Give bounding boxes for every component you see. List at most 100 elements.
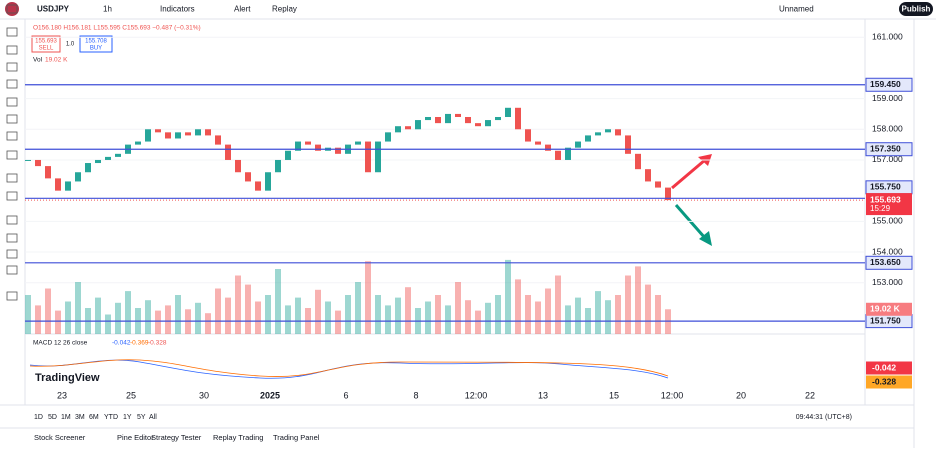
toolbar-item[interactable]: Alert <box>234 5 251 14</box>
level-label: 159.450 <box>870 79 901 89</box>
volume-bar <box>525 295 531 334</box>
tool-icon[interactable] <box>6 97 18 107</box>
tool-icon[interactable] <box>6 233 18 243</box>
sell-button[interactable] <box>31 35 61 53</box>
buy-button[interactable] <box>79 35 113 53</box>
tool-icon[interactable] <box>6 173 18 183</box>
buy-label[interactable]: BUY <box>90 46 102 52</box>
toolbar-item[interactable]: Indicators <box>160 5 195 14</box>
bottom-tab[interactable]: Pine Editor <box>117 433 154 442</box>
candle <box>25 159 31 161</box>
candle <box>495 116 501 121</box>
timeframe[interactable]: 5D <box>48 414 57 421</box>
tool-icon[interactable] <box>6 4 18 14</box>
volume-bar <box>575 297 581 334</box>
price-tick: 154.000 <box>872 246 903 256</box>
candle <box>195 129 201 136</box>
interval[interactable]: 1h <box>103 5 112 14</box>
volume-bar <box>505 259 511 334</box>
candle <box>515 107 521 130</box>
volume-title: Vol <box>33 57 43 64</box>
x-label: 22 <box>805 390 815 400</box>
timeframe[interactable]: 5Y <box>137 414 146 421</box>
toolbar-item[interactable]: Replay <box>272 5 297 14</box>
volume-bar <box>615 295 621 334</box>
tool-icon[interactable] <box>6 291 18 301</box>
volume-bar <box>485 302 491 334</box>
tool-icon[interactable] <box>6 215 18 225</box>
level-tag <box>865 142 913 157</box>
candle <box>105 156 111 160</box>
tool-icon[interactable] <box>6 131 18 141</box>
price-tick: 161.000 <box>872 31 903 41</box>
x-label: 20 <box>736 390 746 400</box>
volume-bar <box>35 305 41 334</box>
timeframe[interactable]: YTD <box>104 414 118 421</box>
candle <box>335 147 341 154</box>
tool-icon[interactable] <box>6 62 18 72</box>
macd-tag <box>866 375 912 389</box>
volume-bar <box>655 295 661 334</box>
candle <box>485 120 491 127</box>
price-tick: 157.000 <box>872 154 903 164</box>
volume-bar <box>605 300 611 334</box>
tool-icon[interactable] <box>6 265 18 275</box>
tool-icon[interactable] <box>6 114 18 124</box>
layout-name[interactable]: Unnamed <box>779 5 814 14</box>
last-price-tag <box>866 193 912 216</box>
tool-icon[interactable] <box>6 79 18 89</box>
tool-icon[interactable] <box>6 150 18 160</box>
candle <box>235 159 241 173</box>
timeframe[interactable]: 1M <box>61 414 71 421</box>
candle <box>115 153 121 157</box>
volume-bar <box>535 301 541 334</box>
candle <box>175 132 181 139</box>
volume-bar <box>215 288 221 334</box>
candle <box>535 141 541 145</box>
bottom-tab[interactable]: Strategy Tester <box>151 433 202 442</box>
publish-label[interactable]: Publish <box>902 5 931 14</box>
sell-label[interactable]: SELL <box>39 46 54 52</box>
volume-bar <box>635 266 641 334</box>
candle <box>365 141 371 173</box>
bottom-tab[interactable]: Replay Trading <box>213 433 263 442</box>
volume-bar <box>385 305 391 334</box>
timeframe[interactable]: All <box>149 414 157 421</box>
volume-bar <box>275 269 281 334</box>
volume-bar <box>595 291 601 334</box>
candle <box>525 129 531 142</box>
volume-bar <box>565 305 571 334</box>
clock: 09:44:31 (UTC+8) <box>796 414 852 421</box>
tool-icon[interactable] <box>6 191 18 201</box>
candle <box>85 163 91 173</box>
candle <box>545 144 551 151</box>
buy-price[interactable]: 155.708 <box>85 39 107 45</box>
volume-bar <box>645 284 651 334</box>
logo[interactable] <box>5 2 19 16</box>
candle <box>95 159 101 164</box>
tool-icon[interactable] <box>6 27 18 37</box>
volume-bar <box>295 297 301 334</box>
timeframe[interactable]: 3M <box>75 414 85 421</box>
candle <box>655 181 661 188</box>
bottom-tab[interactable]: Stock Screener <box>34 433 86 442</box>
level-label: 155.750 <box>870 182 901 192</box>
sell-price[interactable]: 155.693 <box>35 39 57 45</box>
timeframe[interactable]: 6M <box>89 414 99 421</box>
volume-bar <box>55 310 61 334</box>
x-label: 15 <box>609 390 619 400</box>
symbol[interactable]: USDJPY <box>37 5 70 14</box>
macd-tag <box>866 361 912 375</box>
timeframe[interactable]: 1Y <box>123 414 132 421</box>
tool-icon[interactable] <box>6 45 18 55</box>
publish-button[interactable] <box>899 2 933 16</box>
volume-bar <box>225 297 231 334</box>
timeframe[interactable]: 1D <box>34 414 43 421</box>
bottom-tab[interactable]: Trading Panel <box>273 433 320 442</box>
tool-icon[interactable] <box>6 249 18 259</box>
volume-bar <box>465 300 471 334</box>
price-tick: 158.000 <box>872 124 903 134</box>
candle <box>505 107 511 117</box>
candle <box>395 126 401 133</box>
level-tag <box>865 77 913 92</box>
